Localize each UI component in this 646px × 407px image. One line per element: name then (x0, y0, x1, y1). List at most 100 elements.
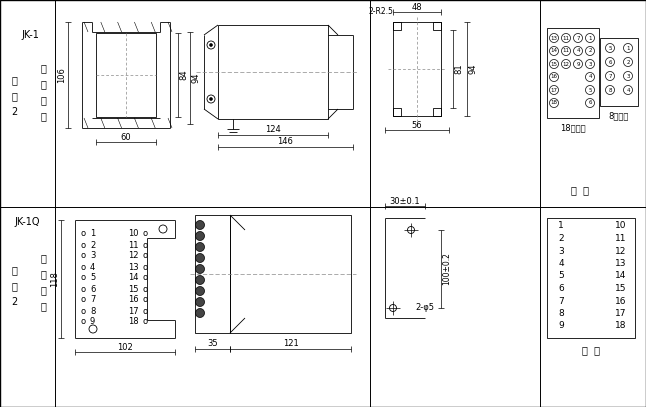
Text: 前: 前 (40, 269, 46, 279)
Text: 1: 1 (626, 46, 630, 50)
Text: 124: 124 (265, 125, 281, 134)
Text: 附: 附 (11, 265, 17, 275)
Text: 2: 2 (90, 241, 95, 249)
Text: 94: 94 (468, 64, 477, 74)
Text: 2-R2.5: 2-R2.5 (369, 7, 393, 17)
Text: 2: 2 (589, 48, 592, 53)
Text: 5: 5 (558, 271, 564, 280)
Text: 正  视: 正 视 (582, 345, 600, 355)
Text: 18点端子: 18点端子 (560, 123, 586, 133)
Text: 18: 18 (550, 101, 557, 105)
Text: 8点端子: 8点端子 (609, 112, 629, 120)
Text: 60: 60 (121, 133, 131, 142)
Text: 4: 4 (558, 259, 564, 268)
Text: 图: 图 (11, 281, 17, 291)
Text: o: o (81, 284, 85, 293)
Text: 12: 12 (615, 247, 627, 256)
Bar (195, 215, 230, 333)
Text: 11: 11 (563, 48, 570, 53)
Text: 84: 84 (180, 70, 189, 80)
Text: 3: 3 (626, 74, 630, 79)
Text: o: o (81, 263, 85, 271)
Text: 4: 4 (90, 263, 95, 271)
Text: 11: 11 (563, 35, 570, 41)
Text: 17: 17 (550, 88, 557, 92)
Text: 1: 1 (558, 221, 564, 230)
Text: o: o (81, 317, 85, 326)
Circle shape (209, 98, 213, 101)
Bar (547, 218, 635, 338)
Text: 2: 2 (11, 107, 17, 117)
Text: 35: 35 (207, 339, 218, 348)
Text: 17: 17 (615, 309, 627, 318)
Text: 9: 9 (558, 322, 564, 330)
Text: 13: 13 (550, 35, 557, 41)
Text: 板: 板 (40, 63, 46, 73)
Text: 1: 1 (589, 35, 592, 41)
Text: 18: 18 (129, 317, 139, 326)
Text: o: o (142, 230, 147, 239)
Text: 8: 8 (558, 309, 564, 318)
Text: 4: 4 (576, 48, 579, 53)
Text: 16: 16 (129, 295, 139, 304)
Circle shape (196, 276, 205, 284)
Text: 3: 3 (558, 247, 564, 256)
Text: 16: 16 (615, 297, 627, 306)
Bar (600, 38, 638, 106)
Circle shape (196, 232, 205, 241)
Text: 10: 10 (615, 221, 627, 230)
Text: 接: 接 (40, 285, 46, 295)
Text: 12: 12 (129, 252, 139, 260)
Circle shape (196, 309, 205, 317)
Text: o: o (81, 274, 85, 282)
Text: 线: 线 (40, 301, 46, 311)
Text: 背  视: 背 视 (571, 185, 589, 195)
Text: 6: 6 (558, 284, 564, 293)
Text: JK-1: JK-1 (21, 30, 39, 40)
Text: 146: 146 (278, 138, 293, 147)
Text: 7: 7 (576, 35, 579, 41)
Text: 12: 12 (563, 61, 570, 66)
Text: o: o (81, 306, 85, 315)
Text: 2: 2 (11, 297, 17, 307)
Text: 1: 1 (90, 230, 95, 239)
Text: 56: 56 (412, 120, 422, 129)
Text: 线: 线 (40, 111, 46, 121)
Text: 30±0.1: 30±0.1 (390, 197, 421, 206)
Text: o: o (142, 252, 147, 260)
Text: 2: 2 (558, 234, 564, 243)
Bar (433, 22, 441, 30)
Text: 后: 后 (40, 79, 46, 89)
Text: 5: 5 (90, 274, 95, 282)
Text: 8: 8 (609, 88, 612, 92)
Circle shape (209, 44, 213, 46)
Text: 7: 7 (558, 297, 564, 306)
Text: o: o (142, 263, 147, 271)
Text: 81: 81 (455, 63, 463, 74)
Text: 118: 118 (50, 271, 59, 287)
Text: 10: 10 (129, 230, 139, 239)
Text: 4: 4 (626, 88, 630, 92)
Text: o: o (81, 230, 85, 239)
Text: 9: 9 (576, 61, 579, 66)
Text: 8: 8 (90, 306, 96, 315)
Text: 11: 11 (615, 234, 627, 243)
Text: o: o (142, 295, 147, 304)
Text: 14: 14 (615, 271, 627, 280)
Bar (96, 33, 156, 117)
Bar (393, 22, 401, 30)
Text: 11: 11 (129, 241, 139, 249)
Text: 48: 48 (412, 2, 422, 11)
Text: 13: 13 (129, 263, 139, 271)
Text: 106: 106 (57, 67, 67, 83)
Text: 14: 14 (550, 48, 557, 53)
Text: 附: 附 (11, 75, 17, 85)
Text: 94: 94 (191, 73, 200, 83)
Text: 6: 6 (589, 101, 592, 105)
Bar (393, 22, 441, 116)
Text: 5: 5 (609, 46, 612, 50)
Circle shape (196, 221, 205, 230)
Circle shape (196, 265, 205, 274)
Circle shape (196, 287, 205, 295)
Text: o: o (142, 317, 147, 326)
